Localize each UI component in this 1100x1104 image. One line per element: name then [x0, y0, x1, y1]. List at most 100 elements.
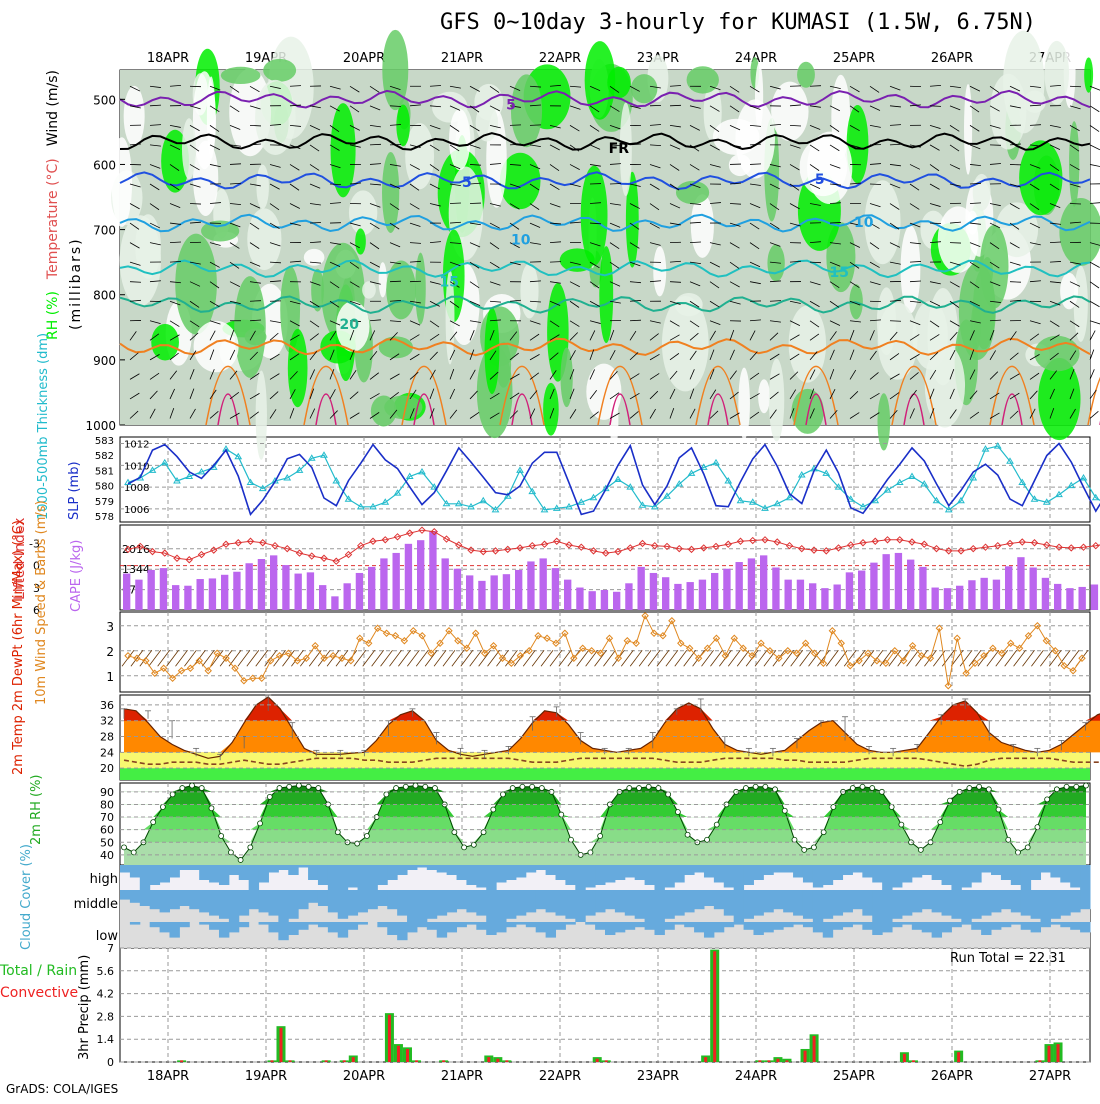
- wind-barb: [550, 262, 561, 263]
- cloud-cell: [664, 922, 674, 930]
- cape-bar: [981, 578, 988, 610]
- cloud-cell: [476, 922, 486, 930]
- wind-barb: [510, 125, 521, 126]
- wind-barb-10m: [488, 650, 500, 666]
- rh-patch: [1074, 266, 1088, 342]
- cape-bar: [932, 588, 939, 610]
- cape-bar: [172, 585, 179, 610]
- rh-patch: [585, 41, 616, 120]
- cloud-ylabel: Cloud Cover (%): [19, 844, 34, 950]
- wind-barb-10m: [675, 650, 687, 666]
- cloud-cell: [645, 890, 655, 922]
- cloud-cell: [615, 922, 625, 932]
- rh-marker: [539, 786, 544, 791]
- cloud-cell: [358, 922, 368, 925]
- rh-marker: [510, 786, 515, 791]
- wind-barb-10m: [621, 650, 633, 666]
- isotherm-label: 15: [440, 275, 459, 291]
- cloud-cell: [259, 865, 269, 883]
- cloud-ylabel-text: Cloud Cover (%): [19, 844, 34, 950]
- cloud-cell: [615, 865, 625, 880]
- rh-patch: [263, 59, 296, 82]
- cape-bar: [527, 561, 534, 610]
- cloud-cell: [783, 890, 793, 912]
- rh-patch: [415, 253, 426, 325]
- rh-marker: [802, 847, 807, 852]
- x-tick-top: 20APR: [343, 51, 385, 66]
- cape-bar: [503, 574, 510, 610]
- cloud-cell: [476, 890, 486, 916]
- wind-barb-10m: [398, 650, 410, 666]
- cloud-cell: [684, 865, 694, 875]
- cloud-cell: [852, 865, 862, 873]
- cloud-cell: [120, 890, 130, 900]
- thickness-ylabel-text: 1000-500mb Thickness (dm): [36, 333, 51, 520]
- cloud-cell: [664, 865, 674, 888]
- rh-patch: [964, 84, 972, 175]
- cape-bar: [613, 592, 620, 610]
- cloud-cell: [328, 922, 338, 932]
- isotherm-label: 5: [462, 175, 472, 191]
- cape-bar: [809, 583, 816, 610]
- precip-conv-bar: [325, 1060, 328, 1062]
- cloud-cell: [268, 890, 278, 916]
- cloud-cell: [902, 865, 912, 883]
- temp-tick: 32: [100, 715, 114, 728]
- cloud-cell: [536, 890, 546, 909]
- wind-barb-10m: [1014, 650, 1026, 666]
- cloud-cell: [486, 890, 496, 922]
- rh-marker: [500, 792, 505, 797]
- cloud-cell: [664, 890, 674, 919]
- wind-barb-10m: [149, 650, 161, 666]
- rh-marker: [685, 832, 690, 837]
- cloud-cell: [605, 865, 615, 883]
- rh-patch: [1084, 57, 1093, 92]
- wind-barb-10m: [175, 650, 187, 666]
- cloud-cell: [763, 890, 773, 912]
- rh-marker: [180, 786, 185, 791]
- wind-barb-10m: [434, 650, 446, 666]
- x-tick-bottom: 24APR: [735, 1069, 777, 1084]
- cloud-cell: [259, 890, 269, 912]
- cape-bar: [540, 558, 547, 610]
- cloud-cell: [862, 922, 872, 930]
- thickness-tick: 578: [95, 512, 114, 523]
- precip-conv-bar: [289, 1060, 292, 1062]
- cloud-cell: [189, 890, 199, 909]
- cape-bar: [625, 583, 632, 610]
- x-tick-bottom: 22APR: [539, 1069, 581, 1084]
- cloud-cell: [229, 922, 239, 932]
- cloud-cell: [843, 922, 853, 927]
- cloud-cell: [902, 890, 912, 916]
- isotherm-label: 5: [815, 172, 825, 188]
- cloud-cell: [179, 865, 189, 870]
- rh-patch: [349, 190, 377, 235]
- cape-bar: [834, 585, 841, 611]
- precip-conv-bar: [279, 1028, 282, 1062]
- cloud-cell: [961, 865, 971, 888]
- cape-bar: [589, 591, 596, 610]
- cape-bar: [356, 573, 363, 610]
- cloud-cell: [823, 922, 833, 938]
- precip-tick: 2.8: [97, 1010, 115, 1023]
- cloud-cell: [1031, 890, 1041, 919]
- rh-patch: [938, 206, 979, 272]
- rh-tick: 70: [100, 811, 114, 824]
- cloud-cell: [932, 865, 942, 880]
- precip-conv-bar: [388, 1015, 391, 1062]
- y-tick-pressure: 1000: [85, 419, 116, 433]
- rh-marker: [996, 807, 1001, 812]
- cloud-cell: [1041, 865, 1051, 873]
- rh-patch: [379, 262, 387, 297]
- cloud-cell: [120, 865, 130, 873]
- cloud-cell: [179, 890, 189, 906]
- cloud-cell: [1070, 865, 1080, 888]
- thickness-line: [128, 443, 1100, 513]
- rh-marker: [889, 804, 894, 809]
- cloud-cell: [773, 890, 783, 909]
- rh-marker: [918, 847, 923, 852]
- cloud-cell: [1050, 922, 1060, 925]
- cloud-cell: [793, 890, 803, 916]
- credit-label: GrADS: COLA/IGES: [6, 1082, 118, 1096]
- cape-bar: [454, 569, 461, 610]
